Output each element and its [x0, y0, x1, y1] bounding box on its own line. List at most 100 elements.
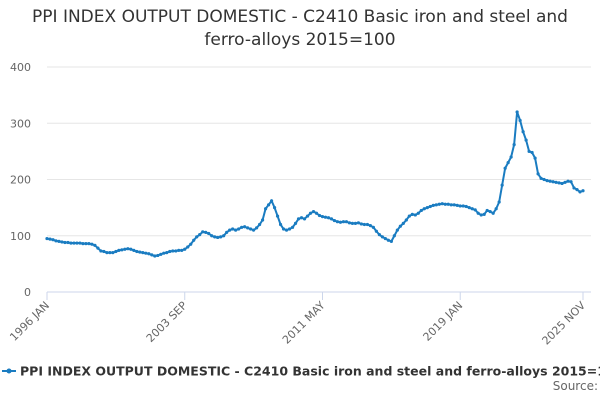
- data-point: [120, 248, 124, 252]
- data-point: [389, 239, 393, 243]
- data-point: [512, 143, 516, 147]
- data-point: [114, 249, 118, 254]
- data-point: [275, 214, 280, 218]
- y-tick-label: 400: [10, 61, 31, 74]
- data-point: [371, 225, 375, 229]
- data-point: [569, 180, 573, 184]
- data-point: [488, 209, 492, 214]
- data-point: [207, 231, 211, 236]
- data-point: [162, 251, 166, 255]
- y-tick-label: 200: [10, 174, 31, 187]
- data-point: [156, 253, 160, 258]
- data-point: [189, 242, 193, 246]
- data-point: [311, 209, 316, 214]
- data-point: [494, 207, 498, 211]
- data-point: [150, 253, 154, 257]
- data-point: [410, 212, 414, 216]
- data-point: [60, 240, 64, 244]
- data-point: [81, 242, 85, 246]
- data-point: [51, 238, 55, 242]
- data-point: [341, 220, 346, 224]
- data-point: [446, 202, 450, 206]
- data-point: [281, 227, 286, 231]
- data-point: [473, 208, 477, 212]
- data-point: [305, 214, 310, 218]
- data-point: [338, 220, 343, 224]
- data-point: [404, 218, 408, 222]
- data-point: [491, 211, 495, 215]
- data-point: [398, 224, 402, 228]
- data-point: [243, 225, 247, 229]
- x-tick-label: 2025 NOV: [540, 299, 589, 348]
- data-point: [467, 206, 471, 210]
- data-point: [213, 235, 217, 239]
- x-tick-label: 2003 SEP: [144, 299, 190, 345]
- data-point: [461, 204, 465, 208]
- data-point: [533, 156, 537, 160]
- y-tick-label: 300: [10, 117, 31, 130]
- data-point: [198, 233, 202, 237]
- data-point: [572, 186, 576, 190]
- data-point: [284, 228, 289, 232]
- data-point: [210, 234, 214, 238]
- data-point: [45, 236, 49, 241]
- data-point: [554, 180, 558, 184]
- data-point: [344, 220, 349, 224]
- data-point: [521, 130, 525, 134]
- data-point: [219, 235, 223, 239]
- data-point: [48, 237, 52, 241]
- data-point: [195, 235, 199, 239]
- data-point: [180, 248, 184, 252]
- data-point: [84, 242, 88, 246]
- data-point: [437, 202, 441, 206]
- data-point: [177, 248, 181, 252]
- data-point: [263, 207, 268, 211]
- data-point: [302, 217, 307, 221]
- data-point: [246, 226, 250, 230]
- data-point: [536, 172, 540, 176]
- data-point: [566, 179, 570, 183]
- data-point: [287, 227, 292, 231]
- data-point: [386, 238, 390, 242]
- data-point: [147, 252, 151, 256]
- data-point: [362, 222, 367, 227]
- data-point: [509, 155, 513, 159]
- data-point: [153, 254, 157, 258]
- x-tick-label: 1996 JAN: [7, 299, 52, 344]
- data-point: [383, 236, 387, 241]
- data-point: [222, 234, 226, 238]
- data-point: [138, 250, 142, 254]
- data-point: [335, 220, 340, 224]
- data-point: [258, 222, 262, 227]
- data-point: [518, 118, 522, 123]
- x-tick-label: 2011 MAY: [280, 299, 328, 347]
- data-point: [452, 203, 456, 207]
- data-point: [168, 249, 172, 254]
- data-point: [320, 215, 325, 219]
- data-point: [87, 242, 91, 246]
- data-point: [111, 251, 115, 255]
- data-point: [293, 221, 298, 225]
- data-point: [192, 238, 196, 242]
- data-point: [353, 221, 358, 225]
- data-point: [69, 241, 73, 245]
- data-point: [240, 225, 244, 229]
- data-point: [479, 213, 483, 217]
- data-point: [252, 228, 256, 232]
- data-point: [440, 202, 444, 206]
- data-point: [395, 228, 399, 232]
- data-point: [123, 247, 127, 251]
- data-point: [75, 241, 79, 245]
- data-point: [422, 207, 426, 211]
- data-point: [201, 230, 205, 234]
- data-point: [551, 180, 555, 184]
- data-point: [575, 188, 579, 192]
- data-point: [419, 208, 423, 213]
- data-point: [368, 224, 372, 228]
- data-point: [290, 225, 295, 229]
- chart-title: PPI INDEX OUTPUT DOMESTIC - C2410 Basic …: [32, 7, 568, 50]
- data-point: [326, 216, 331, 220]
- data-point: [171, 249, 175, 253]
